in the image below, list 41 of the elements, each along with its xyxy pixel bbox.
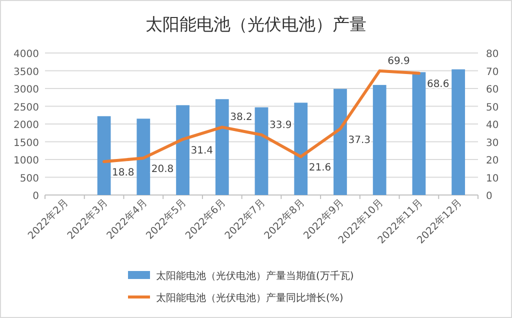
y2-tick-label: 30 — [486, 138, 499, 149]
data-label: 37.3 — [348, 134, 370, 146]
data-label: 68.6 — [426, 79, 450, 90]
bar — [294, 102, 308, 195]
y-tick-label: 0 — [32, 191, 39, 202]
y-tick-label: 1000 — [14, 156, 39, 166]
data-label: 69.9 — [388, 56, 410, 67]
y2-tick-label: 70 — [486, 66, 499, 78]
y2-tick-label: 10 — [486, 173, 499, 184]
bar — [176, 105, 190, 195]
data-label: 20.8 — [151, 164, 174, 176]
y2-tick-label: 50 — [486, 102, 499, 114]
y-tick-label: 2500 — [14, 102, 39, 114]
bar — [452, 69, 466, 195]
y-tick-label: 2000 — [14, 120, 39, 131]
bar — [412, 72, 426, 195]
y2-tick-label: 60 — [486, 84, 499, 96]
chart-title: 太阳能电池（光伏电池）产量 — [146, 15, 366, 35]
y-tick-label: 1500 — [14, 138, 39, 149]
legend-label: 太阳能电池（光伏电池）产量同比增长(%) — [156, 292, 344, 304]
y2-tick-label: 0 — [486, 191, 492, 202]
bar — [334, 88, 347, 195]
y-tick-label: 3500 — [14, 66, 39, 78]
data-label: 18.8 — [112, 168, 134, 179]
data-label: 21.6 — [308, 162, 332, 174]
y2-tick-label: 40 — [486, 120, 499, 131]
data-label: 33.9 — [270, 120, 292, 131]
data-label: 31.4 — [190, 145, 214, 156]
y2-tick-label: 80 — [486, 49, 499, 60]
y-tick-label: 3000 — [14, 84, 39, 96]
bar — [372, 84, 386, 195]
y-tick-label: 500 — [20, 173, 39, 184]
data-label: 38.2 — [230, 112, 252, 124]
bar — [254, 107, 268, 195]
bar — [215, 99, 229, 195]
bar — [97, 116, 111, 195]
y-tick-label: 4000 — [14, 49, 39, 60]
line-series — [102, 69, 420, 164]
legend-label: 太阳能电池（光伏电池）产量当期值(万千瓦) — [156, 270, 354, 282]
bar — [136, 118, 150, 195]
y2-tick-label: 20 — [486, 156, 499, 166]
